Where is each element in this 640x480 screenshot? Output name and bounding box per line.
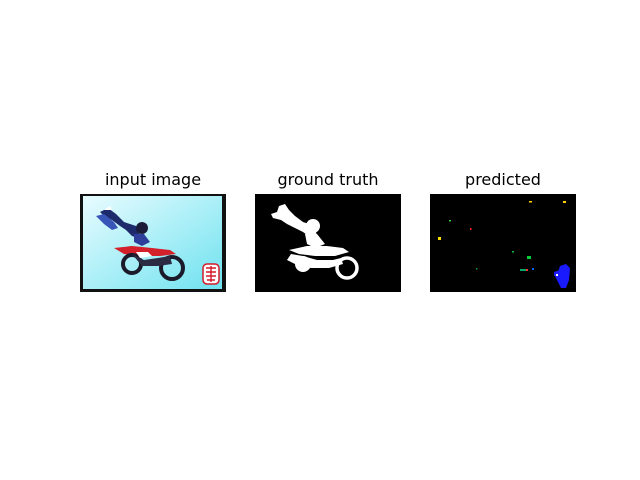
ground-truth-panel [255, 194, 401, 292]
rider-figure [96, 206, 150, 246]
ground-truth-title: ground truth [277, 170, 379, 189]
predicted-mask [430, 194, 576, 292]
input-image-title: input image [104, 170, 202, 189]
input-image-panel [80, 194, 226, 292]
input-image [80, 194, 226, 292]
mask-silhouette [271, 204, 349, 272]
ground-truth-mask [255, 194, 401, 292]
predicted-title: predicted [465, 170, 541, 189]
prediction-noise [438, 201, 566, 271]
motorcycle [114, 246, 185, 281]
red-seal [202, 263, 220, 285]
predicted-panel [430, 194, 576, 292]
prediction-blue-blob [554, 264, 570, 288]
mask-rear-wheel [335, 256, 359, 280]
